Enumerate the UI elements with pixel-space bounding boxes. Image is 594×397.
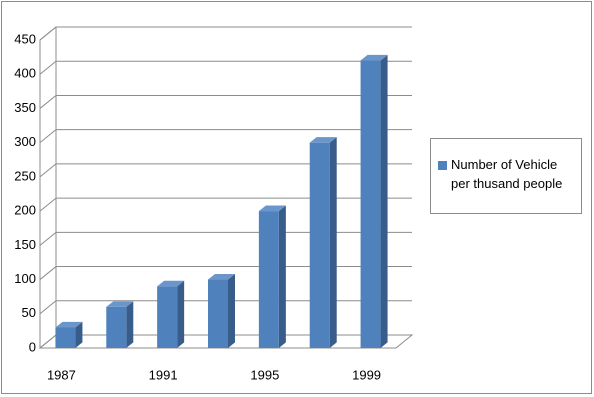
grid-line — [39, 197, 412, 212]
x-tick-label: 1999 — [352, 367, 381, 382]
grid-line — [39, 300, 412, 315]
legend: Number of Vehicle per thusand people — [430, 138, 582, 214]
bar-top — [157, 280, 185, 287]
bar-side — [380, 54, 388, 348]
bar-side — [329, 137, 337, 348]
bar — [55, 321, 83, 348]
bar — [258, 205, 286, 348]
bar-top — [208, 273, 235, 280]
bar — [208, 273, 235, 348]
y-tick-label: 350 — [14, 100, 36, 115]
bar-side — [126, 301, 134, 348]
y-tick-label: 200 — [14, 203, 36, 218]
bar — [106, 301, 134, 348]
grid-line — [39, 26, 412, 41]
legend-key — [438, 161, 447, 170]
y-tick-label: 300 — [14, 134, 36, 149]
y-tick-label: 400 — [14, 66, 36, 81]
bar-side — [228, 273, 235, 348]
y-tick-label: 100 — [14, 271, 36, 286]
bar-side — [177, 280, 185, 348]
y-tick-label: 0 — [29, 339, 36, 354]
grid-line — [39, 163, 412, 178]
bar — [157, 280, 185, 348]
bar-top — [309, 137, 337, 143]
y-tick-label: 50 — [22, 305, 36, 320]
grid-line — [39, 266, 412, 280]
y-tick-label: 150 — [14, 237, 36, 252]
legend-label: Number of Vehicle per thusand people — [451, 157, 563, 191]
y-tick-label: 450 — [14, 31, 36, 46]
bar — [360, 54, 388, 349]
bar-front — [55, 327, 76, 348]
bar-top — [258, 205, 286, 212]
bar-top — [55, 321, 83, 328]
grid-line — [39, 231, 412, 246]
bar-top — [106, 301, 134, 307]
bar-front — [309, 142, 330, 348]
bar-front — [208, 279, 228, 348]
bar-front — [360, 60, 381, 349]
bar — [309, 137, 337, 348]
x-tick-label: 1987 — [47, 367, 76, 382]
grid-line — [39, 129, 412, 144]
bar-side — [75, 321, 83, 348]
y-tick-label: 250 — [14, 168, 36, 183]
grid-line — [39, 60, 412, 75]
x-tick-label: 1995 — [250, 367, 279, 382]
bar-front — [157, 286, 178, 348]
bar-top — [360, 54, 388, 61]
bar-front — [258, 211, 279, 348]
bar-side — [278, 205, 286, 348]
bar-front — [106, 306, 127, 348]
x-tick-label: 1991 — [149, 367, 178, 382]
grid-line — [39, 94, 412, 109]
